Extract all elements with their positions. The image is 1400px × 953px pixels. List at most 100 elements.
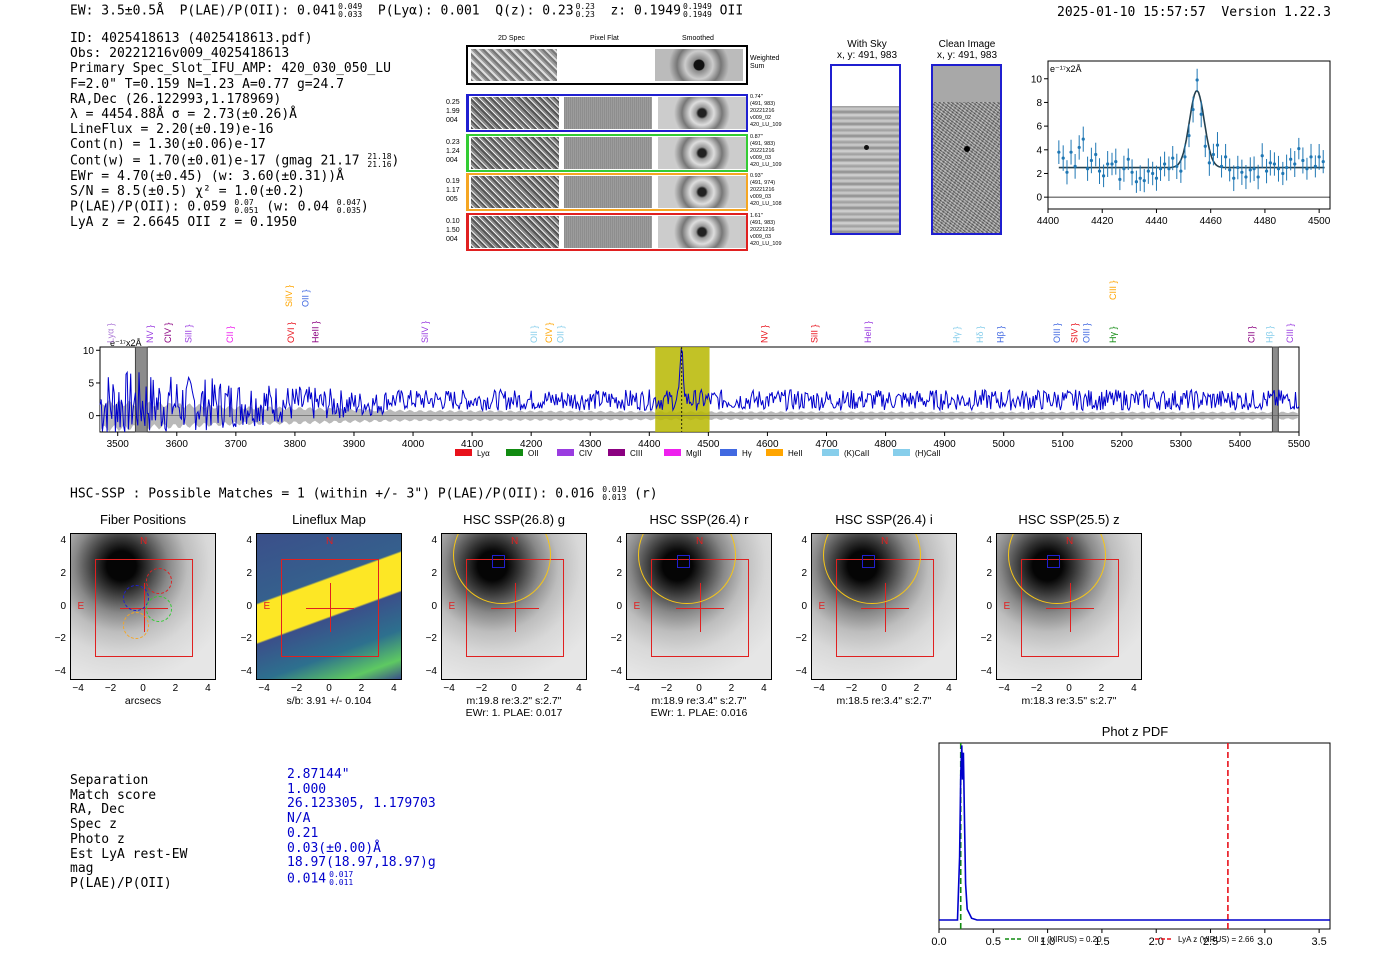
thumbnail-ytick-label: 4 — [986, 535, 992, 547]
thumbnail-ytick-label: −4 — [795, 665, 807, 677]
fit-data-point — [1228, 168, 1232, 172]
line-marker-label: HeII } — [863, 321, 873, 343]
hsc-header: HSC-SSP : Possible Matches = 1 (within +… — [70, 486, 658, 502]
sky-stripes — [832, 106, 899, 233]
spectrum-ytick-label: 5 — [88, 378, 94, 389]
info-radec: RA,Dec (26.122993,1.178969) — [70, 91, 282, 107]
clean-title: Clean Image — [938, 39, 996, 50]
fit-data-point — [1203, 144, 1207, 148]
cutout-right-text: 20221216 — [750, 147, 775, 154]
fit-data-point — [1224, 155, 1228, 159]
plae-hi: 0.049 — [338, 2, 363, 11]
legend-label: CIV — [579, 449, 593, 458]
fit-data-point — [1110, 162, 1114, 166]
match-value: 0.21 — [287, 825, 319, 841]
match-label: mag — [70, 861, 94, 877]
fit-data-point — [1321, 160, 1325, 164]
fiber-circle — [145, 568, 172, 595]
cutout-right-label: 0.87" (491, 983) 20221216 v009_03 420_LU_109 — [750, 134, 782, 169]
pdf-title: Phot z PDF — [1102, 724, 1169, 739]
line-marker-label: SIV } — [1070, 323, 1080, 343]
line-marker-label: CIV } — [163, 322, 173, 343]
thumbnail-title: HSC SSP(26.8) g — [463, 512, 565, 527]
thumbnail-caption: m:18.3 re:3.5" s:2.7" — [1021, 695, 1117, 707]
fit-data-point — [1219, 164, 1224, 168]
qz-label: Q(z): 0.23 — [495, 3, 574, 19]
thumbnail-ytick-label: 2 — [801, 567, 807, 579]
thumbnail-xtick-label: −4 — [72, 683, 84, 694]
legend-label: (H)CaII — [915, 449, 941, 458]
match-table-labels: Separation Match score RA, Dec Spec z Photo … — [70, 773, 188, 892]
east-label: E — [633, 600, 641, 612]
plae-bounds: 0.049 0.033 — [338, 3, 362, 19]
contw-lo: 21.16 — [367, 159, 392, 169]
fit-data-point — [1085, 167, 1090, 171]
col-2d-spec: 2D Spec — [498, 35, 525, 42]
thumbnail-match-box — [677, 555, 691, 569]
legend-label: Lyα — [477, 449, 490, 458]
clean-source-dot — [964, 146, 970, 152]
spectrum-ytick-label: 10 — [83, 346, 95, 357]
sky-coords: x, y: 491, 983 — [836, 50, 898, 61]
hsc-hi: 0.019 — [602, 485, 627, 494]
pdf-layers: 0.0 0.5 1.0 1.5 2.0 2.5 3.0 3.5 OII z (VIRUS) = … — [931, 743, 1330, 948]
cutout-2d-spec — [471, 97, 559, 129]
fit-ytick-label: 10 — [1031, 74, 1043, 85]
line-marker-label: NV } — [759, 325, 769, 343]
thumbnail-aperture-box — [281, 558, 379, 657]
thumbnail-ytick-label: −2 — [54, 633, 66, 645]
fit-data-point — [1248, 168, 1252, 172]
thumbnail-ytick-label: 4 — [616, 535, 622, 547]
cutout-left-label: 0.25 1.99 004 — [446, 98, 460, 125]
cutout-right-text: 420_LU_108 — [750, 201, 782, 207]
legend-label: MgII — [686, 449, 702, 458]
east-label: E — [263, 600, 271, 612]
pdf-xtick-label: 3.5 — [1311, 936, 1326, 948]
fit-data-point — [1089, 158, 1093, 163]
cutout-left-text: 1.50 — [446, 226, 460, 234]
fit-data-point — [1236, 165, 1240, 170]
z-label: z: 0.1949 — [610, 3, 681, 19]
spectrum-xtick-label: 5300 — [1170, 439, 1193, 450]
spectrum-xtick-label: 4600 — [756, 439, 779, 450]
fit-xtick-label: 4400 — [1037, 216, 1060, 227]
match-label: Separation — [70, 773, 149, 788]
fit-ytick-label: 4 — [1036, 145, 1042, 156]
fit-data-point — [1126, 157, 1130, 161]
pdf-xtick-label: 0.5 — [986, 936, 1001, 948]
cutout-2d-spec — [471, 215, 559, 248]
fit-data-point — [1297, 147, 1301, 151]
match-label: Est LyA rest-EW — [70, 846, 188, 862]
cutout-left-label: 0.10 1.50 004 — [446, 217, 460, 244]
fit-data-point — [1183, 155, 1187, 159]
fit-data-point — [1215, 143, 1220, 147]
fit-ytick-label: 6 — [1036, 122, 1042, 133]
info-primary: Primary Spec_Slot_IFU_AMP: 420_030_050_L… — [70, 61, 391, 77]
plae-text: P(LAE)/P(OII): 0.059 — [70, 199, 227, 215]
thumbnail-ytick-label: 2 — [246, 567, 252, 579]
fit-data-point — [1122, 167, 1126, 171]
thumbnail-caption: m:18.9 re:3.4" s:2.7" — [651, 695, 747, 707]
thumbnail-ytick-label: 4 — [246, 535, 252, 547]
spectrum-xtick-label: 4300 — [579, 439, 602, 450]
fit-data-point — [1101, 174, 1106, 178]
fit-data-point — [1179, 169, 1183, 173]
thumbnail-ytick-label: 4 — [60, 535, 66, 547]
match-value: 0.03(±0.00)Å — [287, 840, 381, 856]
info-contn: Cont(n) = 1.30(±0.06)e-17 — [70, 137, 266, 153]
thumbnail-crosshair-v — [330, 583, 331, 632]
match-label: RA, Dec — [70, 802, 125, 818]
fiber-circle — [145, 596, 172, 623]
line-marker-label: CII } — [225, 326, 235, 343]
qz-hi: 0.23 — [575, 2, 595, 11]
thumbnail-xtick-label: 4 — [391, 683, 397, 694]
plae-info-hi: 0.07 — [234, 198, 254, 208]
fit-data-point — [1142, 178, 1146, 183]
cutout-right-text: (491, 983) — [750, 101, 776, 107]
line-marker-label: Lyα } — [106, 323, 116, 343]
spectrum-xtick-label: 3800 — [284, 439, 307, 450]
fit-data-point — [1171, 156, 1175, 160]
match-label-list: Separation Match score RA, Dec Spec z Photo … — [70, 773, 188, 892]
